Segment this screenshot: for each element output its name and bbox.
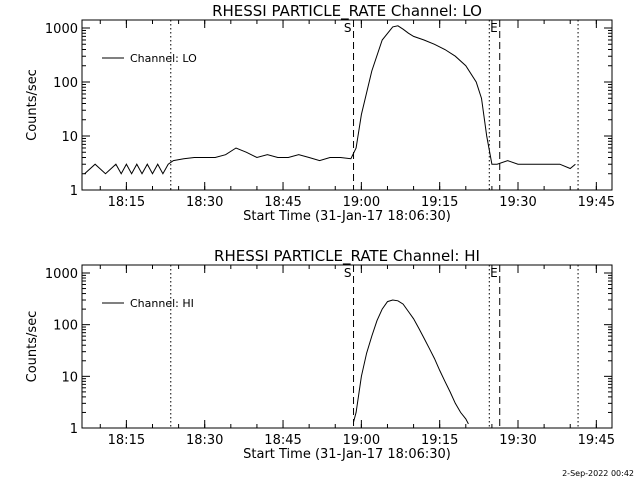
lo-marker-label: S xyxy=(344,21,352,35)
hi-y-tick-label: 100 xyxy=(53,319,78,334)
lo-legend-label: Channel: LO xyxy=(130,52,197,65)
lo-y-tick-label: 10 xyxy=(61,130,78,145)
lo-plot-frame xyxy=(81,19,613,191)
hi-marker-label: E xyxy=(490,266,498,280)
lo-y-tick-label: 1000 xyxy=(45,22,78,37)
lo-marker-label: E xyxy=(490,21,498,35)
hi-series-line xyxy=(353,299,469,425)
lo-y-tick-label: 1 xyxy=(70,184,78,199)
hi-x-tick-label: 19:15 xyxy=(421,433,458,448)
hi-y-tick-label: 10 xyxy=(61,370,78,385)
hi-x-tick-label: 19:00 xyxy=(343,433,380,448)
lo-y-tick-label: 100 xyxy=(53,76,78,91)
footer-timestamp: 2-Sep-2022 00:42 xyxy=(562,469,634,478)
hi-y-axis-label: Counts/sec xyxy=(25,311,40,383)
hi-x-axis-label: Start Time (31-Jan-17 18:06:30) xyxy=(243,447,451,462)
lo-x-axis-label: Start Time (31-Jan-17 18:06:30) xyxy=(243,209,451,224)
lo-x-tick-label: 18:45 xyxy=(264,195,301,210)
hi-marker-label: S xyxy=(344,266,352,280)
hi-x-tick-label: 18:30 xyxy=(186,433,223,448)
hi-x-tick-label: 18:15 xyxy=(108,433,145,448)
lo-x-tick-label: 18:15 xyxy=(108,195,145,210)
hi-x-tick-label: 18:45 xyxy=(264,433,301,448)
lo-x-tick-label: 18:30 xyxy=(186,195,223,210)
lo-chart-title: RHESSI PARTICLE_RATE Channel: LO xyxy=(212,2,482,21)
hi-plot-frame xyxy=(81,264,613,429)
lo-x-tick-label: 19:45 xyxy=(578,195,615,210)
hi-x-tick-label: 19:30 xyxy=(499,433,536,448)
hi-y-tick-label: 1 xyxy=(70,422,78,437)
lo-x-tick-label: 19:30 xyxy=(499,195,536,210)
lo-series-line xyxy=(84,25,576,175)
lo-x-tick-label: 19:15 xyxy=(421,195,458,210)
hi-x-tick-label: 19:45 xyxy=(578,433,615,448)
hi-y-tick-label: 1000 xyxy=(45,267,78,282)
lo-x-tick-label: 19:00 xyxy=(343,195,380,210)
hi-chart-title: RHESSI PARTICLE_RATE Channel: HI xyxy=(214,247,480,266)
lo-y-axis-label: Counts/sec xyxy=(25,69,40,141)
hi-legend-label: Channel: HI xyxy=(130,297,194,310)
